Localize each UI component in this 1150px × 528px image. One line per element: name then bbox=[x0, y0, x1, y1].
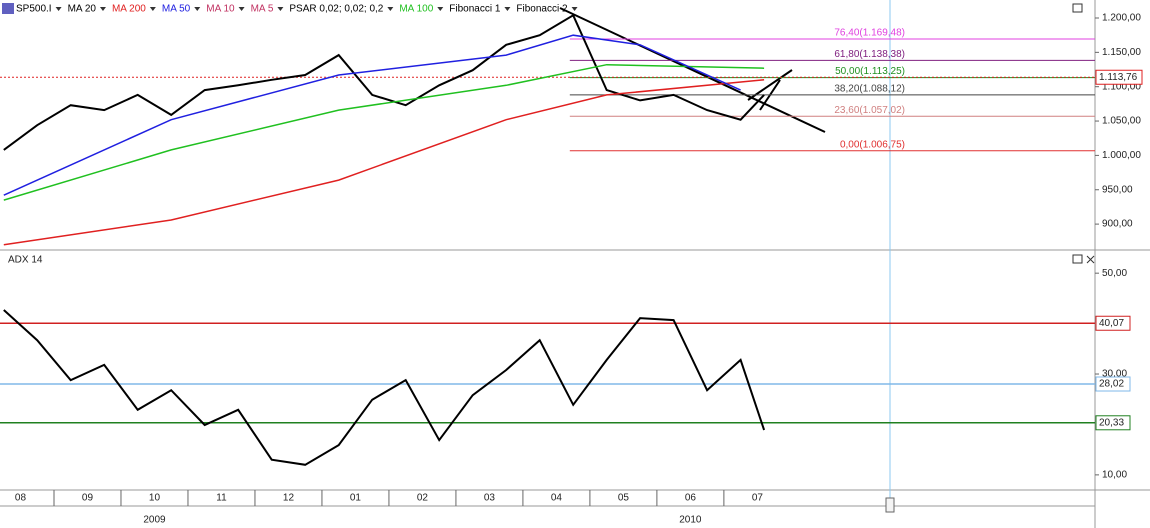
fib-label: 38,20(1.088,12) bbox=[834, 84, 905, 95]
fib-label: 0,00(1.006,75) bbox=[840, 139, 905, 150]
dropdown-arrow bbox=[437, 7, 444, 11]
y-tick-label: 50,00 bbox=[1102, 268, 1127, 279]
close-button[interactable] bbox=[1086, 255, 1095, 264]
dropdown-arrow bbox=[149, 7, 156, 11]
maximize-button[interactable] bbox=[1072, 3, 1083, 13]
fib-label: 61,80(1.138,38) bbox=[834, 49, 905, 60]
level-label: 28,02 bbox=[1099, 379, 1124, 390]
fib-label: 76,40(1.169,48) bbox=[834, 28, 905, 39]
series-line bbox=[3, 34, 741, 196]
year-label: 2009 bbox=[143, 515, 166, 526]
y-tick-label: 900,00 bbox=[1102, 219, 1133, 230]
x-tick-label: 09 bbox=[82, 493, 94, 504]
y-tick-label: 1.100,00 bbox=[1102, 81, 1141, 92]
y-tick-label: 1.000,00 bbox=[1102, 150, 1141, 161]
y-tick-label: 30,00 bbox=[1102, 369, 1127, 380]
x-tick-label: 04 bbox=[551, 493, 563, 504]
dropdown-arrow bbox=[504, 7, 511, 11]
year-label: 2010 bbox=[679, 515, 702, 526]
maximize-button[interactable] bbox=[1072, 254, 1083, 264]
dropdown-arrow bbox=[55, 7, 62, 11]
y-tick-label: 10,00 bbox=[1102, 470, 1127, 481]
indicator-label[interactable]: MA 50 bbox=[162, 4, 191, 15]
y-tick-label: 1.050,00 bbox=[1102, 116, 1141, 127]
series-line bbox=[3, 13, 765, 151]
indicator-label[interactable]: PSAR 0,02; 0,02; 0,2 bbox=[289, 4, 383, 15]
x-tick-label: 02 bbox=[417, 493, 429, 504]
price-box-label: 1.113,76 bbox=[1099, 72, 1138, 83]
indicator-label[interactable]: SP500.I bbox=[16, 4, 52, 15]
fib-label: 23,60(1.057,02) bbox=[834, 105, 905, 116]
dropdown-arrow bbox=[99, 7, 106, 11]
panel-title: ADX 14 bbox=[8, 255, 43, 266]
x-tick-label: 08 bbox=[15, 493, 27, 504]
indicator-label[interactable]: Fibonacci 1 bbox=[449, 4, 501, 15]
x-tick-label: 11 bbox=[216, 493, 227, 504]
fib-label: 50,00(1.113,25) bbox=[835, 66, 905, 77]
toolbar: SP500.I MA 20 MA 200 MA 50 MA 10 MA 5 PSAR 0,0… bbox=[2, 3, 578, 15]
symbol-icon bbox=[2, 3, 14, 14]
series-line bbox=[3, 79, 765, 246]
dropdown-arrow bbox=[387, 7, 394, 11]
x-tick-label: 05 bbox=[618, 493, 630, 504]
indicator-label[interactable]: MA 10 bbox=[206, 4, 235, 15]
price-box bbox=[1095, 69, 1143, 85]
level-box bbox=[1095, 415, 1131, 431]
indicator-label[interactable]: Fibonacci 2 bbox=[516, 4, 568, 15]
x-tick-label: 03 bbox=[484, 493, 496, 504]
indicator-label[interactable]: MA 200 bbox=[112, 4, 146, 15]
x-tick-label: 01 bbox=[350, 493, 362, 504]
x-tick-label: 06 bbox=[685, 493, 697, 504]
cursor-marker[interactable] bbox=[885, 497, 895, 513]
level-label: 40,07 bbox=[1099, 318, 1124, 329]
level-box bbox=[1095, 315, 1131, 331]
series-line bbox=[3, 63, 765, 201]
dropdown-arrow bbox=[194, 7, 201, 11]
trendline bbox=[559, 7, 826, 133]
level-box bbox=[1095, 376, 1131, 392]
level-label: 20,33 bbox=[1099, 417, 1124, 428]
indicator-label[interactable]: MA 100 bbox=[399, 4, 433, 15]
indicator-label[interactable]: MA 20 bbox=[68, 4, 97, 15]
x-tick-label: 10 bbox=[149, 493, 161, 504]
series-line bbox=[3, 309, 766, 466]
y-tick-label: 1.150,00 bbox=[1102, 47, 1141, 58]
indicator-label[interactable]: MA 5 bbox=[251, 4, 274, 15]
x-tick-label: 12 bbox=[283, 493, 295, 504]
dropdown-arrow bbox=[238, 7, 245, 11]
dropdown-arrow bbox=[277, 7, 284, 11]
y-tick-label: 1.200,00 bbox=[1102, 13, 1141, 24]
y-tick-label: 950,00 bbox=[1102, 184, 1133, 195]
dropdown-arrow bbox=[571, 7, 578, 11]
x-tick-label: 07 bbox=[752, 493, 764, 504]
